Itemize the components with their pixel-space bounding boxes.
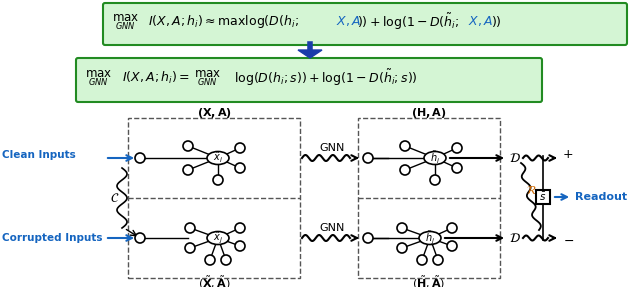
Circle shape — [205, 255, 215, 265]
FancyBboxPatch shape — [76, 58, 542, 102]
Text: $\underset{GNN}{\max}$: $\underset{GNN}{\max}$ — [112, 13, 139, 32]
Circle shape — [221, 255, 231, 265]
Text: Clean Inputs: Clean Inputs — [2, 150, 76, 160]
Text: $))+\log(1-D(\tilde{h}_i;$: $))+\log(1-D(\tilde{h}_i;$ — [357, 11, 460, 32]
Circle shape — [397, 243, 407, 253]
Ellipse shape — [424, 152, 446, 164]
Text: Corrupted Inputs: Corrupted Inputs — [2, 233, 103, 243]
Ellipse shape — [419, 232, 441, 245]
Text: $\log(D(h_i;s))+\log(1-D(\tilde{h}_i;s))$: $\log(D(h_i;s))+\log(1-D(\tilde{h}_i;s))… — [234, 67, 418, 88]
Circle shape — [183, 165, 193, 175]
Circle shape — [397, 223, 407, 233]
Ellipse shape — [207, 232, 229, 245]
Circle shape — [430, 175, 440, 185]
Circle shape — [452, 143, 462, 153]
Text: $\mathbf{(X,A)}$: $\mathbf{(X,A)}$ — [197, 106, 231, 120]
Text: $(\tilde{\mathbf{X}},\tilde{\mathbf{A}})$: $(\tilde{\mathbf{X}},\tilde{\mathbf{A}})… — [197, 275, 230, 287]
Text: $I(X,A;h_i)=$: $I(X,A;h_i)=$ — [122, 69, 190, 86]
Bar — [536, 190, 550, 204]
Circle shape — [213, 175, 223, 185]
Text: $(\tilde{\mathbf{H}},\tilde{\mathbf{A}})$: $(\tilde{\mathbf{H}},\tilde{\mathbf{A}})… — [412, 275, 445, 287]
FancyBboxPatch shape — [103, 3, 627, 45]
Circle shape — [447, 241, 457, 251]
Text: $))$: $))$ — [491, 14, 502, 29]
Circle shape — [400, 141, 410, 151]
Text: $\underset{GNN}{\max}$: $\underset{GNN}{\max}$ — [85, 69, 112, 88]
Circle shape — [235, 163, 245, 173]
Circle shape — [452, 163, 462, 173]
Text: $\tilde{x}_i$: $\tilde{x}_i$ — [213, 151, 223, 165]
Text: $\tilde{h}_i$: $\tilde{h}_i$ — [430, 150, 440, 166]
Text: $\mathcal{D}$: $\mathcal{D}$ — [509, 232, 521, 245]
Text: $-$: $-$ — [563, 234, 574, 247]
Circle shape — [447, 223, 457, 233]
Text: GNN: GNN — [319, 223, 345, 233]
Text: $\mathcal{D}$: $\mathcal{D}$ — [509, 152, 521, 164]
Text: $X,A$: $X,A$ — [336, 15, 361, 28]
Circle shape — [235, 143, 245, 153]
Text: GNN: GNN — [319, 143, 345, 153]
Text: $\tilde{h}_j$: $\tilde{h}_j$ — [425, 229, 435, 247]
Circle shape — [183, 141, 193, 151]
Circle shape — [400, 165, 410, 175]
Text: $\mathcal{R}$: $\mathcal{R}$ — [526, 183, 538, 197]
Circle shape — [417, 255, 427, 265]
Circle shape — [185, 243, 195, 253]
Text: $\underset{GNN}{\max}$: $\underset{GNN}{\max}$ — [194, 69, 221, 88]
Text: $\mathbf{(H,A)}$: $\mathbf{(H,A)}$ — [412, 106, 447, 120]
Circle shape — [363, 233, 373, 243]
Circle shape — [135, 153, 145, 163]
Circle shape — [235, 223, 245, 233]
Text: $X,A$: $X,A$ — [468, 15, 493, 28]
Bar — [358, 118, 500, 278]
Text: $\bar{s}$: $\bar{s}$ — [539, 191, 547, 203]
Text: Readout: Readout — [575, 192, 627, 202]
Circle shape — [235, 241, 245, 251]
Text: $\mathcal{C}$: $\mathcal{C}$ — [110, 191, 120, 205]
Circle shape — [185, 223, 195, 233]
Circle shape — [363, 153, 373, 163]
Bar — [128, 118, 300, 278]
Text: +: + — [563, 148, 574, 162]
Ellipse shape — [207, 152, 229, 164]
Text: $\tilde{x}_j$: $\tilde{x}_j$ — [213, 230, 223, 246]
Polygon shape — [298, 50, 322, 58]
Text: $I(X,A;h_i)\approx \max\log(D(h_i;$: $I(X,A;h_i)\approx \max\log(D(h_i;$ — [148, 13, 299, 30]
Circle shape — [433, 255, 443, 265]
Circle shape — [135, 233, 145, 243]
